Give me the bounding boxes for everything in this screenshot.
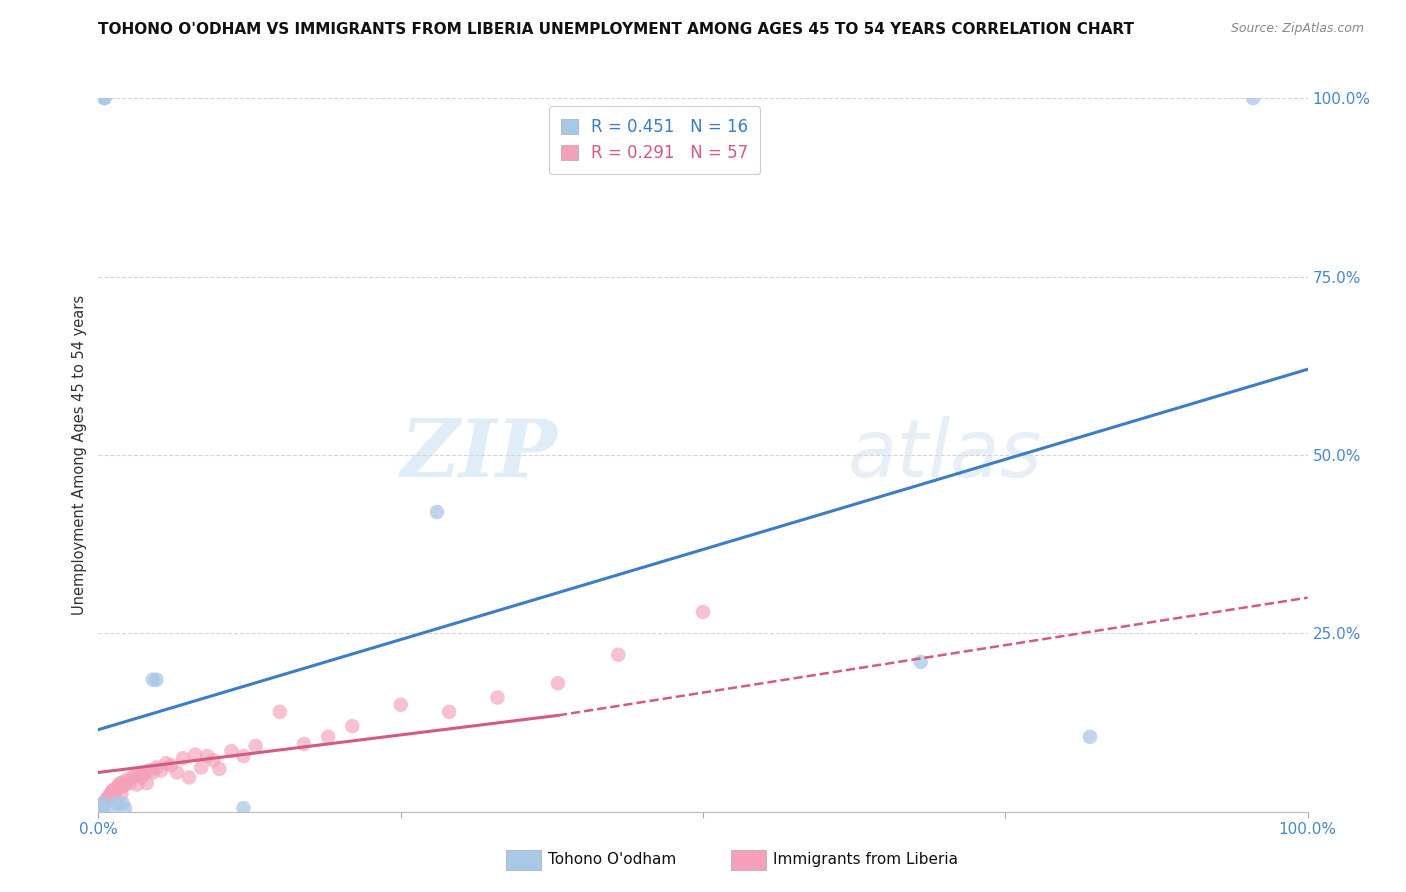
Point bbox=[93, 796, 115, 810]
Point bbox=[105, 796, 128, 810]
Point bbox=[91, 801, 114, 815]
Point bbox=[426, 505, 449, 519]
Point bbox=[150, 764, 173, 778]
Point bbox=[101, 801, 124, 815]
Point bbox=[134, 765, 156, 780]
Point bbox=[160, 758, 183, 772]
Point bbox=[1078, 730, 1101, 744]
Point bbox=[232, 749, 254, 764]
Point bbox=[221, 744, 243, 758]
Point bbox=[138, 764, 160, 778]
Point bbox=[91, 799, 114, 814]
Point bbox=[108, 778, 131, 792]
Point bbox=[105, 783, 128, 797]
Point bbox=[117, 772, 139, 787]
Point bbox=[127, 778, 149, 792]
Point bbox=[142, 673, 165, 687]
Point bbox=[114, 778, 136, 792]
Point bbox=[108, 776, 131, 790]
Point bbox=[107, 780, 129, 794]
Point bbox=[910, 655, 932, 669]
Text: TOHONO O'ODHAM VS IMMIGRANTS FROM LIBERIA UNEMPLOYMENT AMONG AGES 45 TO 54 YEARS: TOHONO O'ODHAM VS IMMIGRANTS FROM LIBERI… bbox=[98, 22, 1135, 37]
Point bbox=[111, 796, 134, 810]
Point bbox=[91, 796, 114, 810]
Point bbox=[389, 698, 412, 712]
Point bbox=[692, 605, 714, 619]
Point bbox=[166, 765, 188, 780]
Point bbox=[190, 760, 212, 774]
Point bbox=[232, 801, 254, 815]
Y-axis label: Unemployment Among Ages 45 to 54 years: Unemployment Among Ages 45 to 54 years bbox=[72, 295, 87, 615]
Point bbox=[316, 730, 339, 744]
Point bbox=[245, 739, 267, 753]
Point bbox=[91, 797, 114, 812]
Point bbox=[135, 776, 157, 790]
Point bbox=[124, 769, 146, 783]
Point bbox=[103, 787, 125, 801]
Point bbox=[111, 780, 134, 794]
Point bbox=[131, 771, 153, 785]
Point bbox=[607, 648, 630, 662]
Point bbox=[342, 719, 364, 733]
Point bbox=[96, 792, 118, 806]
Point bbox=[184, 747, 207, 762]
Point bbox=[142, 765, 165, 780]
Point bbox=[202, 753, 225, 767]
Point bbox=[177, 771, 201, 785]
Point bbox=[90, 801, 112, 815]
Point bbox=[208, 762, 231, 776]
Point bbox=[292, 737, 315, 751]
Point bbox=[110, 787, 132, 801]
Point bbox=[1241, 91, 1264, 105]
Point bbox=[97, 790, 120, 805]
Point bbox=[101, 783, 124, 797]
Point bbox=[93, 91, 115, 105]
Point bbox=[172, 751, 194, 765]
Point bbox=[145, 760, 167, 774]
Point bbox=[486, 690, 509, 705]
Text: atlas: atlas bbox=[848, 416, 1043, 494]
Point bbox=[114, 801, 136, 815]
Point bbox=[112, 774, 135, 789]
Point bbox=[94, 794, 117, 808]
Point bbox=[155, 756, 177, 771]
Text: Immigrants from Liberia: Immigrants from Liberia bbox=[773, 853, 959, 867]
Point bbox=[118, 776, 141, 790]
Point bbox=[547, 676, 569, 690]
Text: Source: ZipAtlas.com: Source: ZipAtlas.com bbox=[1230, 22, 1364, 36]
Point bbox=[121, 771, 143, 785]
Point bbox=[100, 785, 122, 799]
Text: ZIP: ZIP bbox=[401, 417, 558, 493]
Point bbox=[269, 705, 291, 719]
Point bbox=[195, 749, 218, 764]
Point bbox=[100, 787, 122, 801]
Point bbox=[437, 705, 460, 719]
Text: Tohono O'odham: Tohono O'odham bbox=[548, 853, 676, 867]
Legend: R = 0.451   N = 16, R = 0.291   N = 57: R = 0.451 N = 16, R = 0.291 N = 57 bbox=[550, 106, 759, 174]
Point bbox=[93, 91, 115, 105]
Point bbox=[145, 673, 167, 687]
Point bbox=[104, 781, 127, 796]
Point bbox=[98, 789, 121, 803]
Point bbox=[128, 767, 150, 781]
Point bbox=[91, 801, 114, 815]
